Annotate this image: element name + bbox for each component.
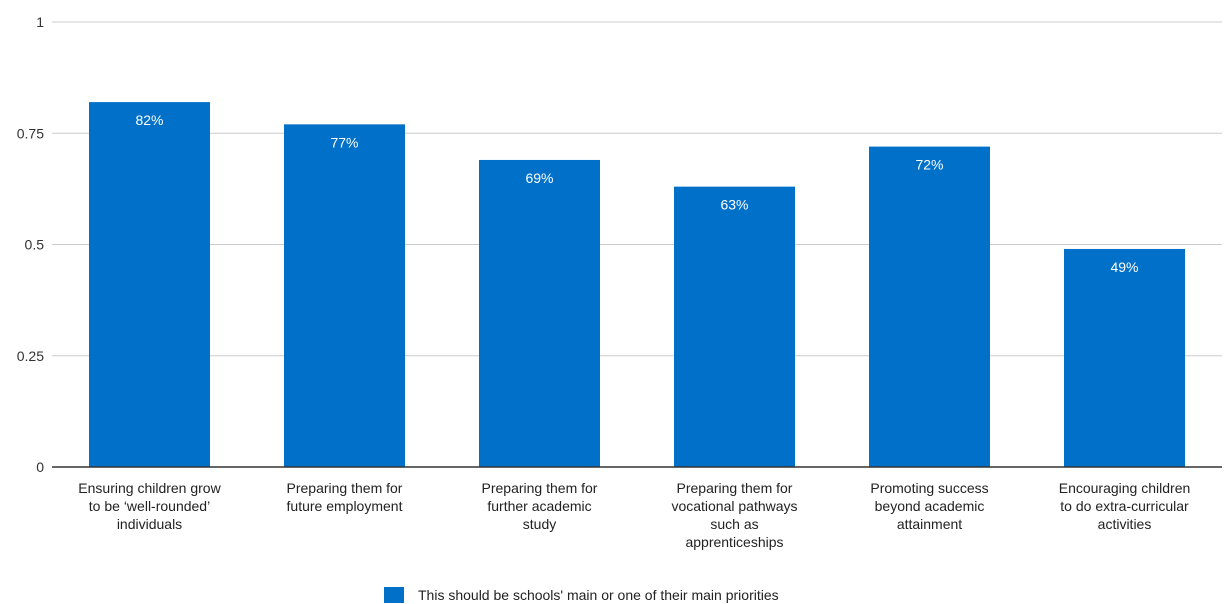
bar-value-label: 69% [525,170,553,186]
category-label: Preparing them for future employment [287,480,403,514]
legend: This should be schools' main or one of t… [384,586,779,604]
y-tick-label: 1 [36,14,44,30]
bar-value-label: 82% [135,112,163,128]
bar [1064,248,1185,467]
category-labels: Ensuring children grow to be ‘well-rounde… [78,480,1190,550]
bar-value-label: 63% [720,197,748,213]
bar [89,102,210,467]
bar [479,159,600,467]
category-label: Preparing them for further academic study [482,480,598,532]
legend-swatch [384,587,404,603]
bar-value-label: 49% [1110,259,1138,275]
bar [284,124,405,467]
y-tick-label: 0.25 [17,348,44,364]
bars [89,102,1185,467]
y-tick-label: 0.75 [17,125,44,141]
y-axis-ticks: 0 0.25 0.5 0.75 1 [17,14,44,475]
bar-value-label: 77% [330,134,358,150]
category-label: Encouraging children to do extra-curricul… [1059,480,1191,532]
y-tick-label: 0.5 [25,237,45,253]
bar-value-label: 72% [915,157,943,173]
bar [869,146,990,467]
bar-chart: 0 0.25 0.5 0.75 1 82% 77% 69% 63% 72% 49% Ensurin… [17,14,1222,550]
category-label: Ensuring children grow to be ‘well-rounde… [78,480,221,532]
gridlines [52,21,1222,357]
legend-label: This should be schools' main or one of t… [418,587,779,603]
y-tick-label: 0 [36,459,44,475]
bar [674,186,795,467]
bar-value-labels: 82% 77% 69% 63% 72% 49% [135,112,1138,275]
category-label: Preparing them for vocational pathways suc… [671,480,797,550]
category-label: Promoting success beyond academic attainme… [870,480,988,532]
